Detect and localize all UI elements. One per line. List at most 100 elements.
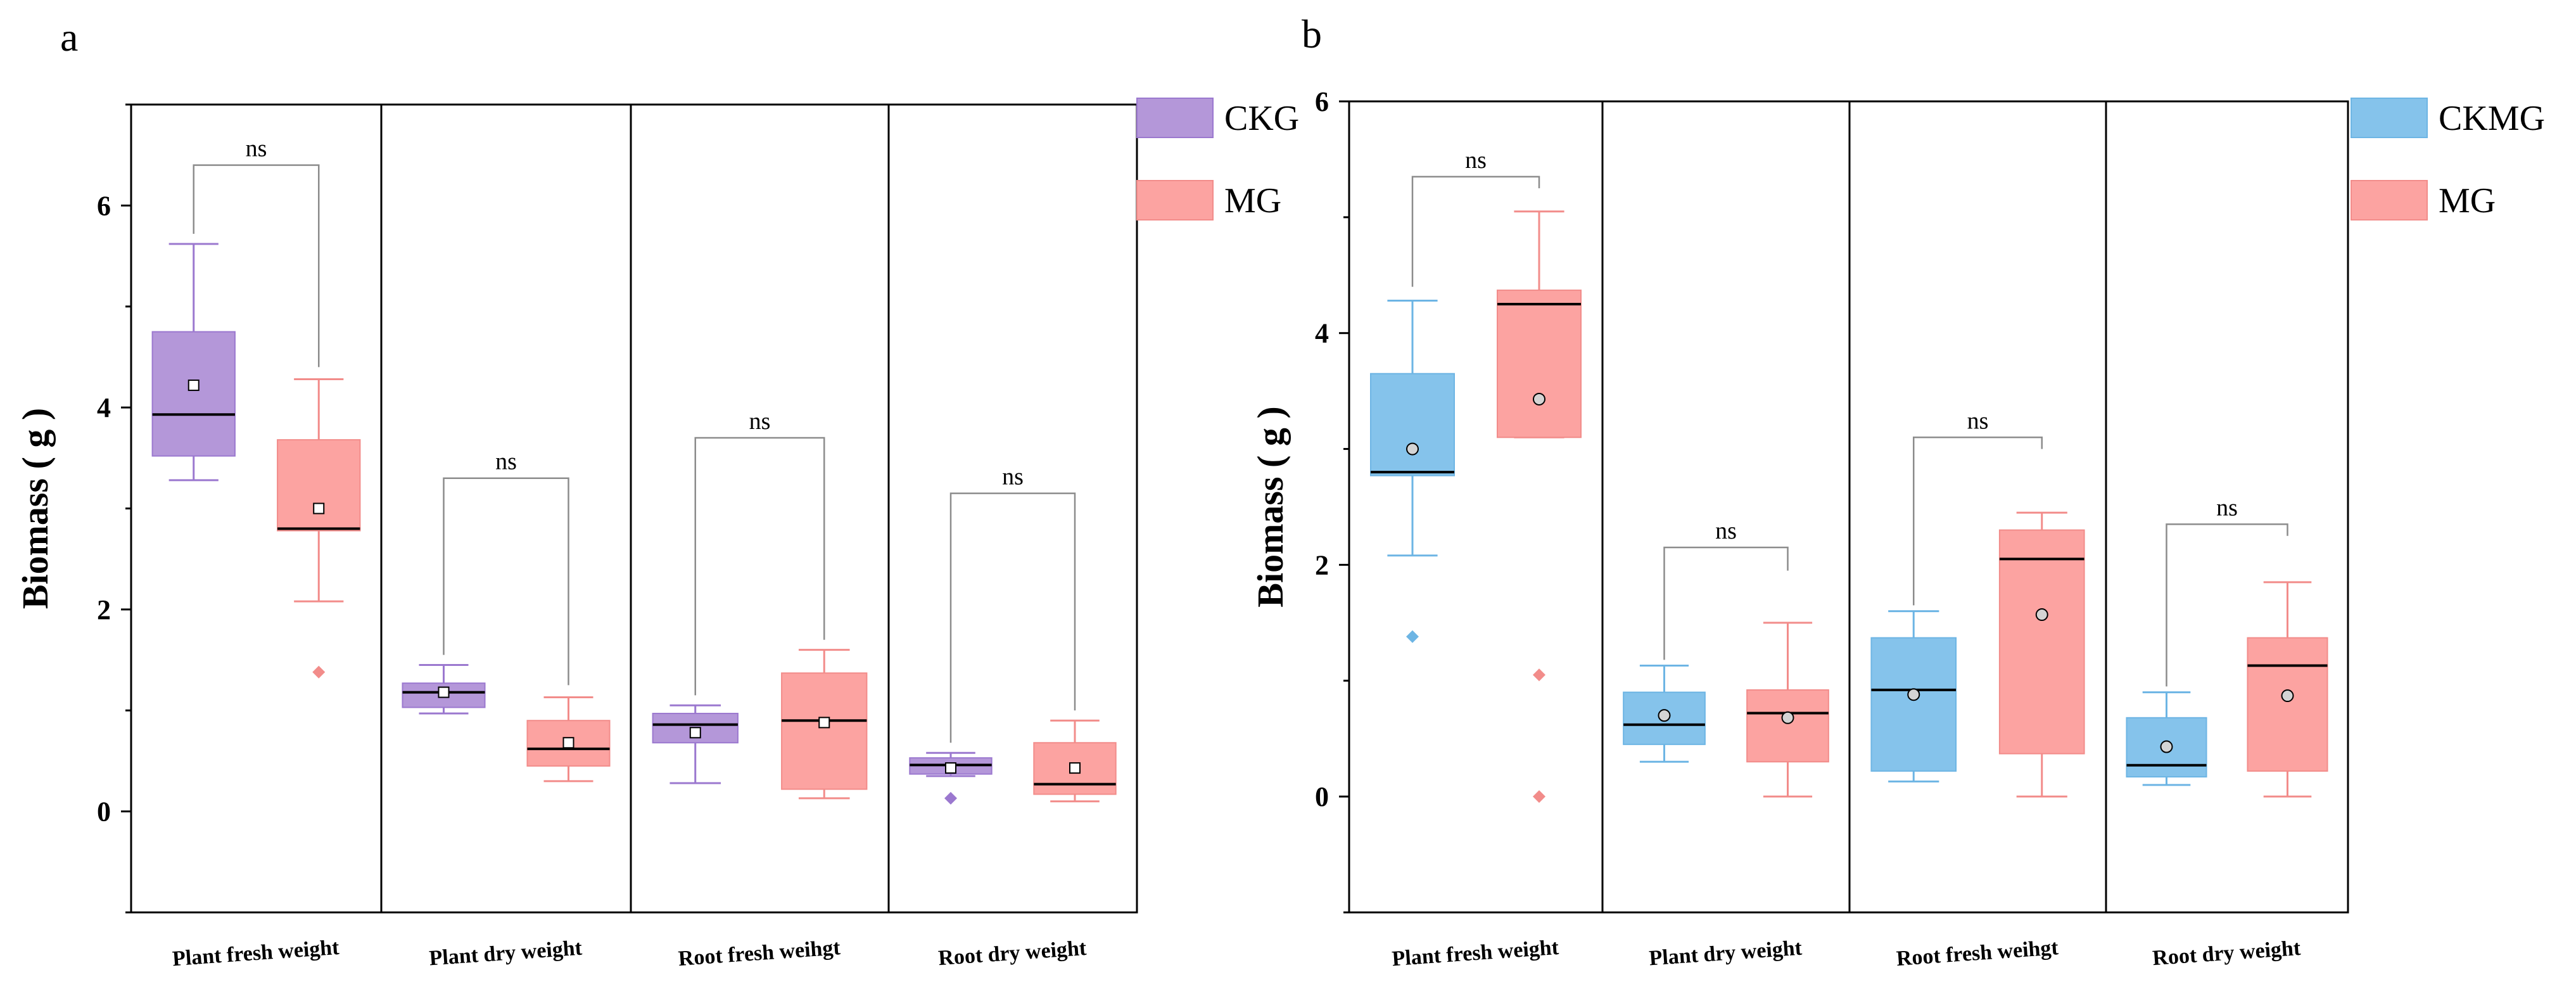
x-category-label: Root dry weight <box>2152 936 2302 970</box>
y-axis-label: Biomass ( g ) <box>1250 406 1291 607</box>
significance-bracket: ns <box>1411 147 1540 287</box>
x-category-label: Plant fresh weight <box>172 936 340 971</box>
significance-bracket: ns <box>193 136 320 367</box>
bracket-line <box>443 477 569 686</box>
box-iqr <box>1746 689 1829 763</box>
box-MG <box>1746 622 1829 798</box>
mean-marker <box>2281 689 2294 703</box>
legend: CKG MG <box>1136 98 1299 220</box>
significance-bracket: ns <box>1663 518 1789 660</box>
box-CKG <box>652 704 739 784</box>
significance-label: ns <box>1002 464 1024 490</box>
legend-label-MG: MG <box>1224 181 1281 220</box>
box-CKG <box>151 243 236 482</box>
significance-label: ns <box>2216 494 2238 521</box>
box-MG <box>2247 581 2328 798</box>
box-iqr <box>1370 373 1455 476</box>
significance-label: ns <box>1715 518 1737 544</box>
y-tick-label: 4 <box>1315 318 1329 349</box>
mean-marker <box>313 502 325 514</box>
outlier-point <box>312 665 326 679</box>
box-MG <box>781 649 868 800</box>
y-tick-label: 6 <box>1315 86 1329 117</box>
outlier-point <box>944 791 957 805</box>
box-MG <box>526 696 611 783</box>
mean-marker <box>689 727 701 739</box>
y-tick-label: 4 <box>97 392 111 423</box>
box-CKG <box>909 751 993 805</box>
legend-swatch-CKMG <box>2351 98 2428 138</box>
box-MG <box>277 378 361 679</box>
facet-4: Root dry weight ns <box>2126 494 2328 970</box>
facet-4: Root dry weight ns <box>909 464 1117 970</box>
mean-marker <box>945 762 956 774</box>
significance-label: ns <box>1465 147 1487 174</box>
legend-swatch-MG <box>1136 180 1214 220</box>
mean-marker <box>438 686 450 698</box>
mean-marker <box>2160 740 2173 753</box>
box-iqr <box>2247 637 2328 772</box>
mean-marker <box>562 737 574 749</box>
x-category-label: Plant fresh weight <box>1391 936 1559 971</box>
panel-label: a <box>60 15 78 60</box>
legend-label-MG: MG <box>2439 181 2496 220</box>
bracket-line <box>1411 176 1540 287</box>
facet-2: Plant dry weight ns <box>1623 518 1829 970</box>
y-axis-label: Biomass ( g ) <box>15 408 56 609</box>
facet-2: Plant dry weight ns <box>402 449 611 970</box>
significance-bracket: ns <box>2166 494 2288 687</box>
facet-3: Root fresh weihgt ns <box>652 408 868 971</box>
facet-1: Plant fresh weight ns <box>1370 147 1582 971</box>
y-axis: 0 2 4 6 <box>97 103 131 914</box>
y-tick-label: 2 <box>1315 549 1329 580</box>
mean-marker <box>818 717 830 729</box>
mean-marker <box>1069 762 1081 774</box>
box-iqr <box>781 672 868 790</box>
significance-label: ns <box>1967 407 1989 434</box>
y-axis: 0 2 4 6 <box>1315 86 1349 914</box>
box-iqr <box>1870 637 1957 772</box>
mean-marker <box>1658 709 1671 722</box>
bracket-line <box>1663 546 1789 660</box>
box-MG <box>1033 719 1117 803</box>
bracket-line <box>1913 437 2043 606</box>
outlier-point <box>1533 668 1545 682</box>
mean-marker <box>187 380 200 392</box>
box-MG <box>1497 210 1582 803</box>
x-category-label: Root fresh weihgt <box>1896 936 2060 971</box>
box-CKMG <box>2126 691 2207 786</box>
mean-marker <box>1533 392 1545 406</box>
box-iqr <box>151 331 236 457</box>
outlier-point <box>1406 630 1419 643</box>
y-tick-label: 6 <box>97 190 111 221</box>
box-CKMG <box>1623 665 1706 763</box>
facet-1: Plant fresh weight ns <box>151 136 361 971</box>
facet-3: Root fresh weihgt ns <box>1870 407 2085 971</box>
x-category-label: Plant dry weight <box>1648 936 1803 971</box>
mean-marker <box>1406 442 1419 456</box>
bracket-line <box>694 437 825 696</box>
legend-swatch-CKG <box>1136 98 1214 138</box>
significance-bracket: ns <box>949 464 1076 743</box>
box-CKMG <box>1870 610 1957 783</box>
legend-label-CKMG: CKMG <box>2439 99 2545 138</box>
panel-label: b <box>1302 11 1322 56</box>
mean-marker <box>1907 688 1920 701</box>
box-iqr <box>1497 290 1582 438</box>
box-CKG <box>402 664 486 715</box>
box-MG <box>1998 511 2085 798</box>
box-iqr <box>1998 529 2085 755</box>
bracket-line <box>193 164 320 367</box>
y-tick-label: 0 <box>1315 781 1329 812</box>
significance-label: ns <box>749 408 771 435</box>
significance-label: ns <box>246 136 267 162</box>
bracket-line <box>949 492 1076 743</box>
mean-marker <box>2035 608 2048 622</box>
box-iqr <box>277 439 361 532</box>
significance-bracket: ns <box>443 449 569 686</box>
significance-bracket: ns <box>694 408 825 696</box>
mean-marker <box>1781 711 1794 724</box>
